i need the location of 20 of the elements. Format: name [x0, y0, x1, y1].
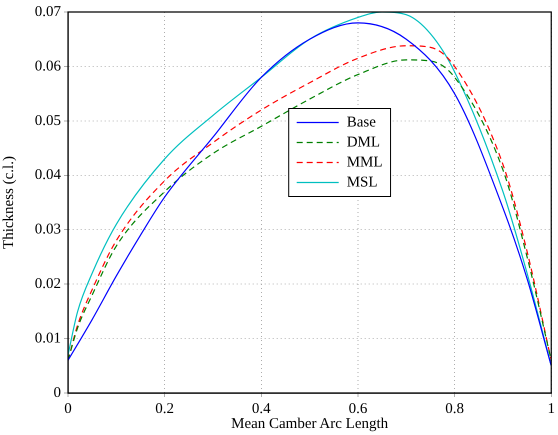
x-axis-title: Mean Camber Arc Length	[231, 416, 389, 432]
x-tick-label: 0.6	[348, 400, 368, 417]
legend-label: MSL	[346, 174, 378, 190]
y-tick-label: 0.03	[34, 222, 61, 238]
y-tick-label: 0	[54, 384, 61, 401]
legend-label: MML	[346, 154, 383, 170]
x-tick-label: 0.8	[445, 400, 464, 417]
y-tick-label: 0.01	[34, 330, 61, 347]
legend-label: Base	[346, 114, 376, 130]
y-tick-label: 0.04	[34, 167, 62, 184]
y-axis-title: Thickness (c.l.)	[0, 156, 17, 249]
y-tick-label: 0.02	[34, 276, 61, 292]
y-tick-label: 0.07	[34, 4, 62, 20]
legend-label: DML	[346, 134, 380, 150]
y-tick-label: 0.06	[34, 58, 62, 74]
x-tick-label: 1	[548, 400, 555, 417]
x-tick-label: 0	[64, 400, 72, 417]
x-tick-label: 0.4	[252, 400, 272, 417]
y-tick-label: 0.05	[34, 112, 61, 129]
x-tick-label: 0.2	[155, 400, 174, 417]
